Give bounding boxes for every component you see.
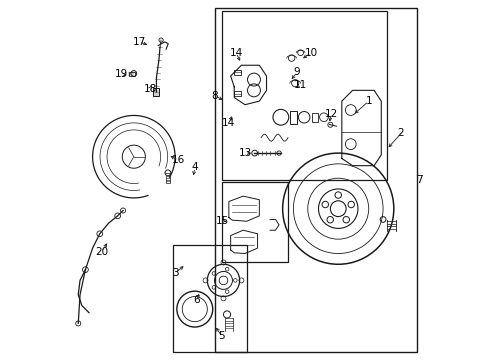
Bar (129, 72, 135, 76)
Text: 8: 8 (211, 91, 218, 101)
Text: 10: 10 (305, 48, 318, 58)
Bar (221, 12, 387, 180)
Text: 5: 5 (219, 331, 225, 341)
Text: 3: 3 (172, 268, 178, 278)
Text: 16: 16 (172, 155, 185, 165)
Text: 9: 9 (294, 67, 300, 77)
Bar (234, 70, 242, 75)
Bar (312, 113, 318, 122)
Text: 13: 13 (238, 148, 252, 158)
Text: 19: 19 (115, 69, 128, 79)
Bar (290, 111, 297, 124)
Text: 12: 12 (324, 109, 338, 119)
Text: 17: 17 (133, 37, 146, 47)
Text: 2: 2 (398, 129, 404, 138)
Text: 20: 20 (95, 247, 108, 257)
Bar (173, 244, 247, 352)
Bar (234, 91, 242, 96)
Text: 7: 7 (416, 175, 422, 185)
Bar (153, 88, 159, 96)
Text: 11: 11 (294, 80, 307, 90)
Text: 6: 6 (193, 295, 200, 305)
Text: 15: 15 (216, 216, 229, 226)
Text: 4: 4 (192, 162, 198, 172)
Bar (215, 8, 417, 352)
Text: 1: 1 (366, 96, 372, 106)
Text: 14: 14 (222, 118, 236, 128)
Bar (221, 182, 288, 262)
Text: 14: 14 (229, 48, 243, 58)
Text: 18: 18 (144, 84, 157, 94)
